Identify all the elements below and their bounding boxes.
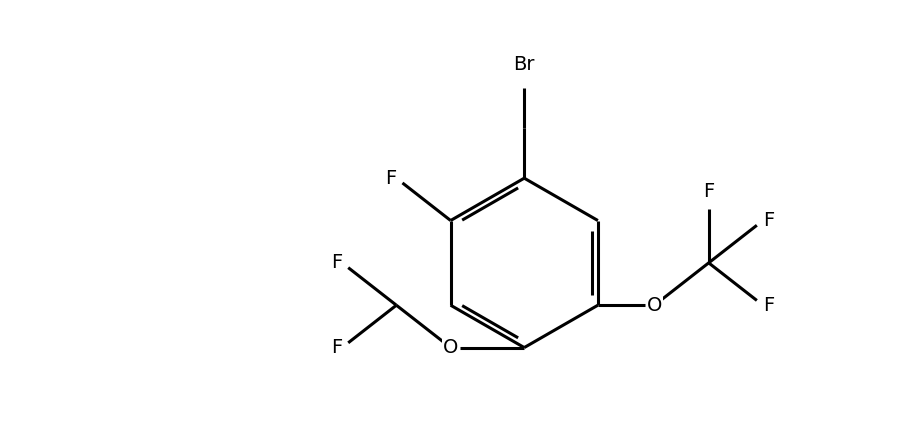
Text: F: F — [703, 182, 715, 201]
Text: F: F — [331, 253, 342, 272]
Text: O: O — [443, 338, 459, 357]
Text: F: F — [331, 338, 342, 357]
Text: F: F — [763, 211, 775, 230]
Text: Br: Br — [514, 55, 535, 74]
Text: F: F — [385, 169, 397, 188]
Text: F: F — [763, 296, 775, 315]
Text: O: O — [646, 296, 662, 315]
